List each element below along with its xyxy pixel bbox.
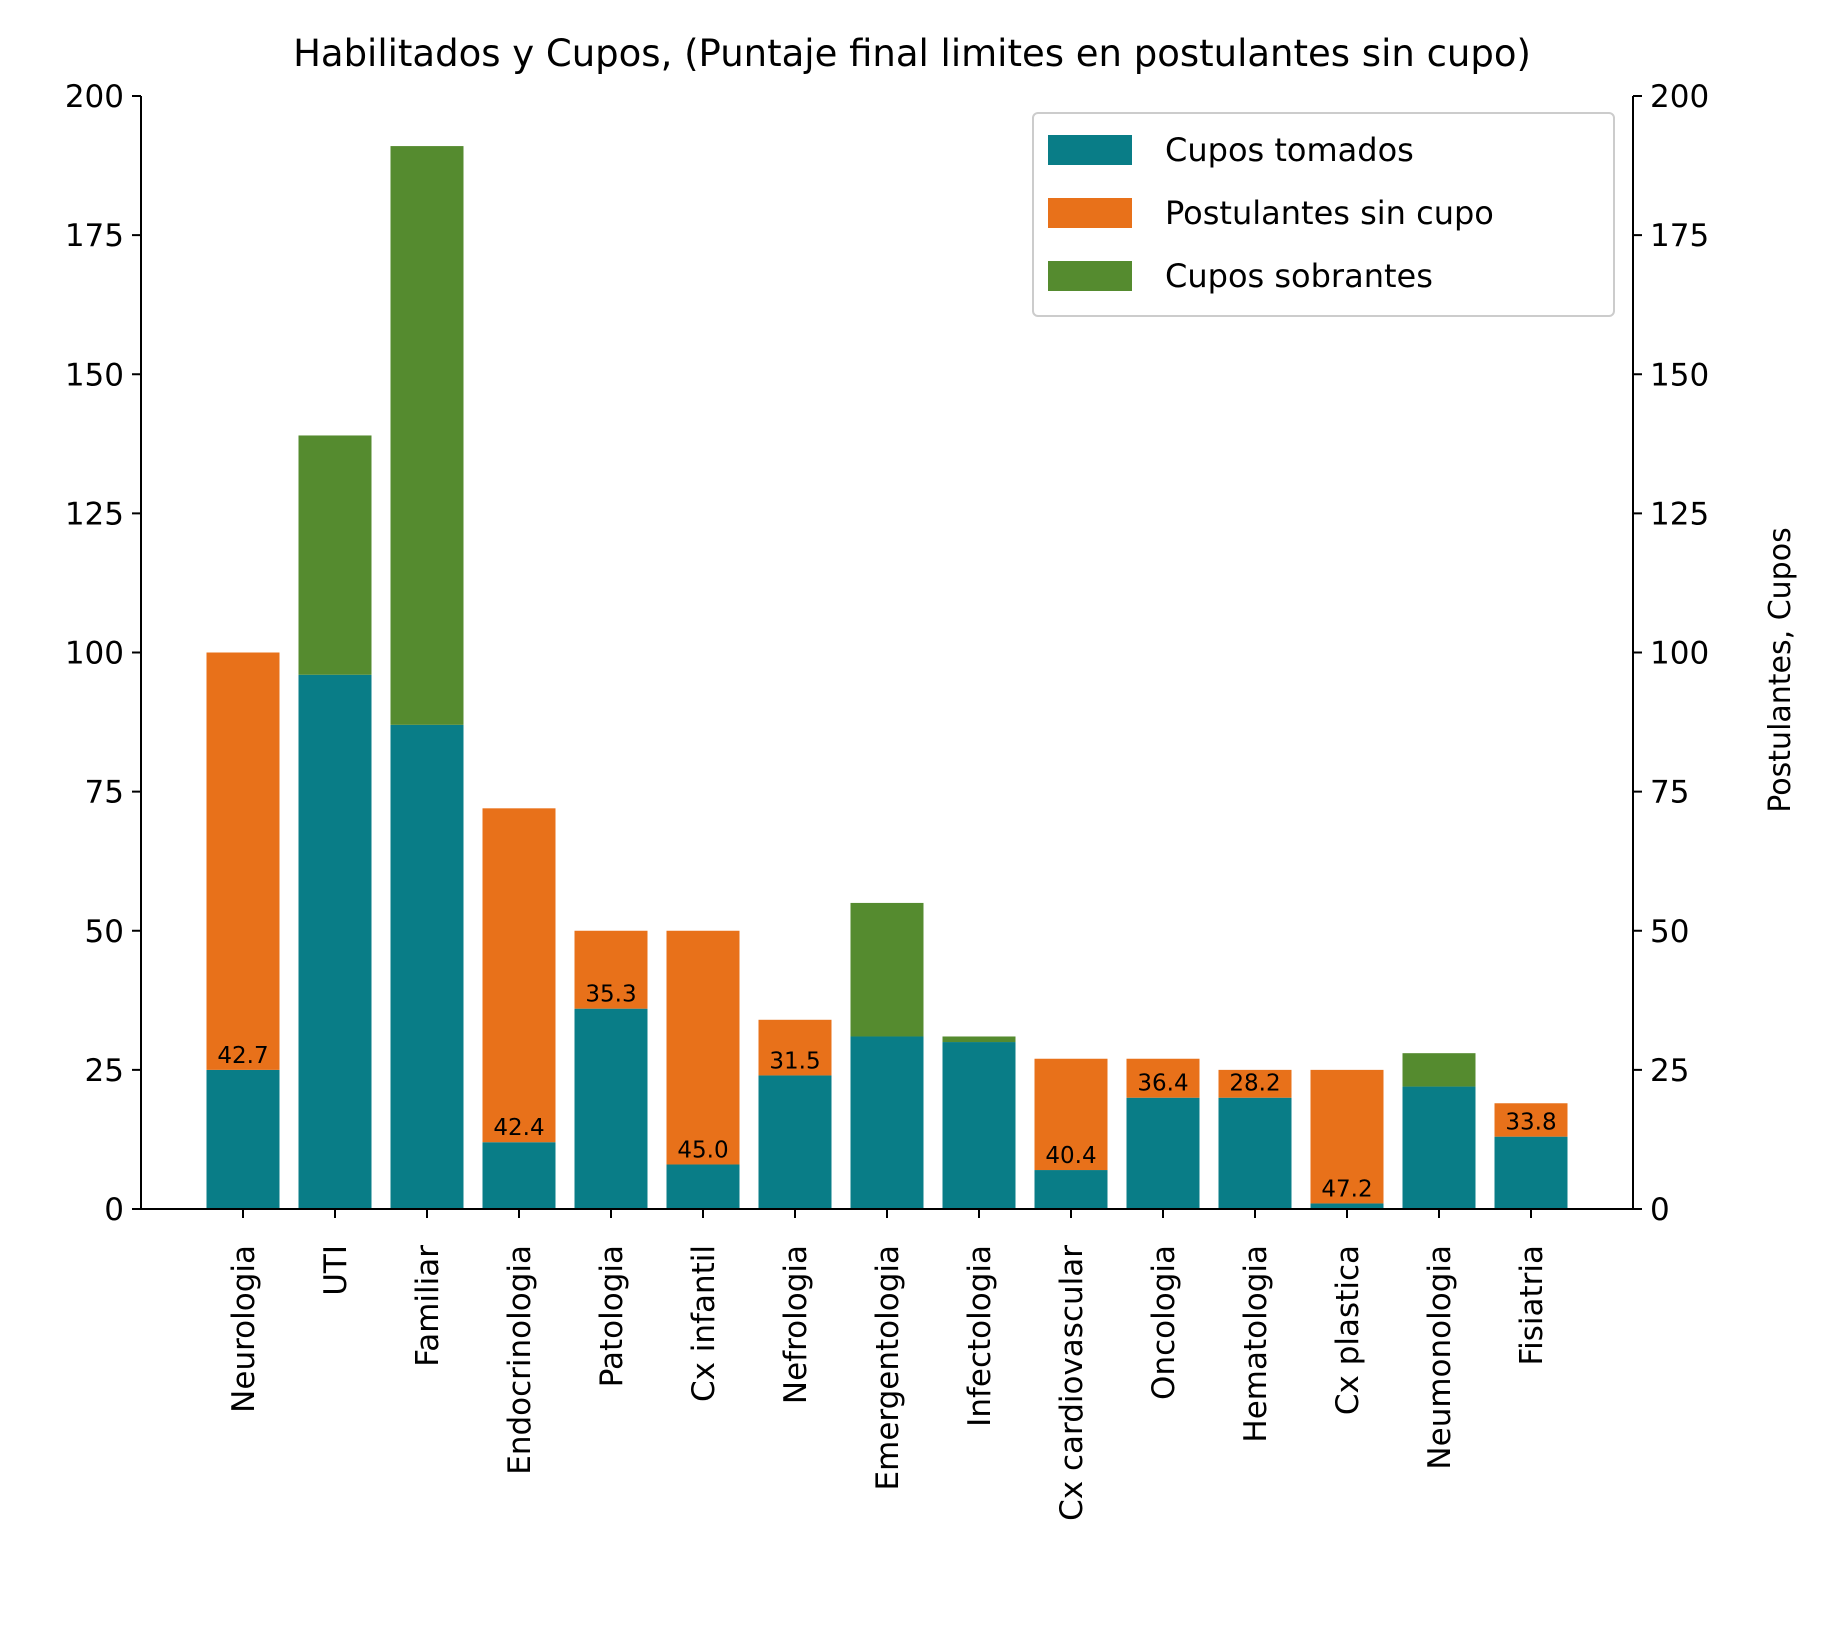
right-y-tick-label: 50 — [1650, 914, 1689, 950]
bar-familiar-cupos-sobrantes — [390, 146, 464, 725]
bar-emergentologia-cupos-sobrantes — [850, 902, 924, 1037]
x-tick-label-cx-infantil: Cx infantil — [686, 1245, 722, 1402]
bar-uti-cupos-sobrantes — [298, 435, 372, 675]
x-tick-label-cx-plastica: Cx plastica — [1330, 1245, 1366, 1415]
bar-value-label: 33.8 — [1505, 1110, 1556, 1136]
legend-label-postulantes-sin-cupo: Postulantes sin cupo — [1165, 194, 1494, 232]
bar-oncologia-postulantes-sin-cupo — [1126, 1058, 1200, 1098]
bar-nefrologia-cupos-tomados — [758, 1075, 832, 1209]
x-tick-label-emergentologia: Emergentologia — [870, 1245, 906, 1490]
bar-cx-cardiovascular-postulantes-sin-cupo — [1034, 1058, 1108, 1171]
legend-label-cupos-tomados: Cupos tomados — [1165, 131, 1414, 169]
x-tick-label-neumonologia: Neumonologia — [1422, 1245, 1458, 1470]
left-y-tick-label: 100 — [65, 636, 124, 672]
x-tick-label-patologia: Patologia — [594, 1245, 630, 1387]
legend: Cupos tomados Postulantes sin cupo Cupos s… — [1032, 112, 1615, 317]
x-tick-label-hematologia: Hematologia — [1238, 1245, 1274, 1443]
bar-neurologia-postulantes-sin-cupo — [206, 652, 280, 1070]
x-tick-label-cx-cardiovascular: Cx cardiovascular — [1054, 1245, 1090, 1521]
bar-value-label: 31.5 — [769, 1048, 820, 1074]
bar-neumonologia-cupos-tomados — [1402, 1086, 1476, 1209]
bar-familiar-cupos-tomados — [390, 724, 464, 1209]
right-y-tick-label: 100 — [1650, 636, 1709, 672]
x-tick-label-fisiatria: Fisiatria — [1514, 1245, 1550, 1365]
bar-endocrinologia-cupos-tomados — [482, 1142, 556, 1209]
bar-value-label: 35.3 — [585, 982, 636, 1008]
left-y-tick-label: 175 — [65, 218, 124, 254]
axes-layer: 0 0 25 25 50 50 75 75 100 100 125 125 150 150 175 175 20… — [65, 79, 1709, 1521]
left-y-tick-label: 150 — [65, 357, 124, 393]
right-y-tick-label: 200 — [1650, 79, 1709, 115]
legend-box — [1032, 112, 1615, 317]
bar-patologia-postulantes-sin-cupo — [574, 930, 648, 1009]
right-y-tick-label: 125 — [1650, 496, 1709, 532]
bar-labels-layer: 42.7 42.4 35.3 45.0 31.5 40.4 36.4 28.2 47.2 33.8 — [217, 982, 1556, 1203]
bar-nefrologia-postulantes-sin-cupo — [758, 1019, 832, 1076]
left-y-tick-label: 125 — [65, 496, 124, 532]
right-y-tick-label: 25 — [1650, 1053, 1689, 1089]
bar-patologia-cupos-tomados — [574, 1008, 648, 1209]
bar-cx-infantil-postulantes-sin-cupo — [666, 930, 740, 1165]
right-axis-title: Postulantes, Cupos — [1763, 527, 1798, 812]
left-y-tick-label: 200 — [65, 79, 124, 115]
bar-value-label: 40.4 — [1045, 1143, 1096, 1169]
bar-value-label: 42.7 — [217, 1043, 268, 1069]
x-tick-label-uti: UTI — [318, 1245, 354, 1296]
legend-swatch-cupos-tomados — [1048, 135, 1132, 165]
bar-endocrinologia-postulantes-sin-cupo — [482, 808, 556, 1143]
x-tick-label-oncologia: Oncologia — [1146, 1245, 1182, 1400]
bar-value-label: 28.2 — [1229, 1071, 1280, 1097]
left-y-tick-label: 25 — [85, 1053, 124, 1089]
bar-infectologia-cupos-sobrantes — [942, 1036, 1016, 1043]
bar-cx-cardiovascular-cupos-tomados — [1034, 1170, 1108, 1209]
bar-value-label: 36.4 — [1137, 1071, 1188, 1097]
left-y-tick-label: 75 — [85, 775, 124, 811]
chart-title: Habilitados y Cupos, (Puntaje final limi… — [293, 32, 1531, 75]
bar-hematologia-postulantes-sin-cupo — [1218, 1069, 1292, 1098]
x-tick-label-familiar: Familiar — [410, 1245, 446, 1367]
bar-value-label: 42.4 — [493, 1115, 544, 1141]
bar-cx-infantil-cupos-tomados — [666, 1164, 740, 1209]
x-tick-label-endocrinologia: Endocrinologia — [502, 1245, 538, 1475]
bar-fisiatria-cupos-tomados — [1494, 1136, 1568, 1209]
right-y-tick-label: 0 — [1650, 1192, 1670, 1228]
right-y-tick-label: 175 — [1650, 218, 1709, 254]
bar-value-label: 45.0 — [677, 1137, 728, 1163]
bar-emergentologia-cupos-tomados — [850, 1036, 924, 1209]
bars-layer — [206, 146, 1568, 1209]
bar-fisiatria-postulantes-sin-cupo — [1494, 1103, 1568, 1137]
bar-infectologia-cupos-tomados — [942, 1042, 1016, 1209]
bar-uti-cupos-tomados — [298, 674, 372, 1209]
bar-neurologia-cupos-tomados — [206, 1069, 280, 1209]
bar-neumonologia-cupos-sobrantes — [1402, 1053, 1476, 1087]
x-tick-label-infectologia: Infectologia — [962, 1245, 998, 1427]
right-y-tick-label: 75 — [1650, 775, 1689, 811]
legend-swatch-cupos-sobrantes — [1048, 261, 1132, 291]
legend-label-cupos-sobrantes: Cupos sobrantes — [1165, 257, 1433, 295]
legend-swatch-postulantes-sin-cupo — [1048, 198, 1132, 228]
left-y-tick-label: 0 — [104, 1192, 124, 1228]
bar-oncologia-cupos-tomados — [1126, 1097, 1200, 1209]
bar-value-label: 47.2 — [1321, 1176, 1372, 1202]
left-y-tick-label: 50 — [85, 914, 124, 950]
bar-cx-plastica-cupos-tomados — [1310, 1203, 1384, 1209]
bar-hematologia-cupos-tomados — [1218, 1097, 1292, 1209]
bar-cx-plastica-postulantes-sin-cupo — [1310, 1069, 1384, 1204]
x-tick-label-neurologia: Neurologia — [226, 1245, 262, 1413]
right-y-tick-label: 150 — [1650, 357, 1709, 393]
x-tick-label-nefrologia: Nefrologia — [778, 1245, 814, 1404]
